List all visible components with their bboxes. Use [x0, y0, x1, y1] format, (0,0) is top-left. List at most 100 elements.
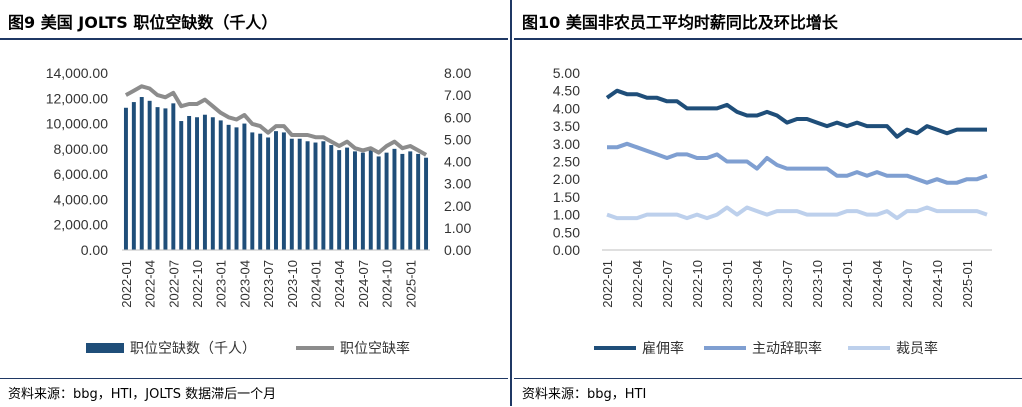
left-chart-title: 图9 美国 JOLTS 职位空缺数（千人）: [8, 13, 278, 32]
x-tick-label: 2024-10: [380, 260, 395, 308]
y-tick-label: 2.50: [553, 154, 580, 170]
x-tick-label: 2024-01: [308, 260, 323, 308]
y-tick-label: 5.00: [553, 65, 580, 81]
bar: [281, 132, 286, 250]
y-left-tick-label: 14,000.00: [46, 65, 108, 81]
y-left-tick-label: 4,000.00: [54, 191, 109, 207]
bar: [242, 123, 247, 250]
employment-rate-line: [605, 88, 987, 139]
bar: [266, 137, 271, 250]
bar: [384, 152, 389, 250]
right-panel: 图10 美国非农员工平均时薪同比及环比增长 0.00 0.50 1.00 1.50 2.…: [514, 0, 1022, 406]
bar: [408, 151, 413, 250]
y-tick-label: 3.00: [553, 136, 580, 152]
bar: [226, 124, 231, 250]
bar: [218, 120, 223, 251]
bar: [250, 132, 255, 250]
layoffs-rate-line: [606, 205, 988, 221]
y-right-tick-label: 3.00: [444, 176, 471, 192]
bar: [392, 148, 397, 250]
x-tick-label: 2024-04: [332, 260, 347, 308]
quits-rate-line: [607, 141, 988, 185]
legend-label: 雇佣率: [642, 340, 684, 356]
left-source-note: 资料来源：bbg，HTI，JOLTS 数据滞后一个月: [8, 387, 277, 402]
y-right-tick-label: 1.00: [444, 220, 471, 236]
x-tick-label: 2023-04: [750, 260, 765, 308]
x-tick-label: 2022-01: [600, 260, 615, 308]
x-tick-label: 2022-04: [143, 260, 158, 308]
x-tick-label: 2024-07: [356, 260, 371, 308]
bar: [416, 153, 421, 250]
panel-divider: [510, 0, 512, 406]
bar: [234, 127, 239, 250]
x-tick-label: 2022-01: [119, 260, 134, 308]
bar: [297, 138, 302, 250]
jolts-openings-chart: 0.00 2,000.00 4,000.00 6,000.00 8,000.00 10,0…: [46, 65, 472, 356]
bar: [313, 142, 318, 250]
x-tick-label: 2024-10: [930, 260, 945, 308]
x-tick-label: 2025-01: [403, 260, 418, 308]
y-tick-label: 4.00: [553, 100, 580, 116]
y-tick-label: 2.00: [553, 171, 580, 187]
bar: [171, 103, 176, 250]
bar: [147, 100, 152, 250]
x-tick-label: 2022-07: [166, 260, 181, 308]
bar: [305, 141, 310, 250]
y-left-tick-label: 2,000.00: [54, 217, 109, 233]
legend-bar-swatch: [86, 343, 124, 353]
y-right-tick-label: 8.00: [444, 65, 471, 81]
x-tick-label: 2024-01: [840, 260, 855, 308]
y-left-tick-label: 0.00: [81, 242, 108, 258]
y-right-tick-label: 2.00: [444, 198, 471, 214]
bar: [321, 141, 326, 250]
y-tick-label: 3.50: [553, 118, 580, 134]
x-tick-label: 2022-07: [660, 260, 675, 308]
left-title-bar: 图9 美国 JOLTS 职位空缺数（千人）: [0, 0, 508, 40]
bar: [210, 117, 215, 250]
y-left-tick-label: 6,000.00: [54, 166, 109, 182]
x-tick-label: 2023-10: [810, 260, 825, 308]
y-right-tick-label: 4.00: [444, 154, 471, 170]
bar: [329, 145, 334, 250]
legend-label: 职位空缺数（千人）: [130, 340, 256, 356]
x-tick-label: 2022-10: [690, 260, 705, 308]
bar: [424, 157, 429, 250]
x-tick-label: 2022-04: [630, 260, 645, 308]
x-tick-label: 2023-10: [285, 260, 300, 308]
x-tick-label: 2023-01: [214, 260, 229, 308]
y-left-tick-label: 12,000.00: [46, 90, 108, 106]
bar: [353, 151, 357, 250]
x-tick-label: 2024-04: [870, 260, 885, 308]
legend-label: 裁员率: [896, 340, 938, 356]
y-tick-label: 4.50: [553, 83, 580, 99]
y-tick-label: 1.00: [553, 207, 580, 223]
x-tick-label: 2023-07: [780, 260, 795, 308]
y-right-tick-label: 0.00: [444, 242, 471, 258]
bar: [345, 147, 350, 250]
x-tick-label: 2023-07: [261, 260, 276, 308]
bar: [179, 121, 184, 251]
y-tick-label: 1.50: [553, 189, 580, 205]
y-right-tick-label: 7.00: [444, 87, 471, 103]
bar: [131, 102, 136, 250]
legend-label: 职位空缺率: [340, 340, 410, 356]
x-tick-label: 2023-04: [237, 260, 252, 308]
y-right-tick-label: 6.00: [444, 109, 471, 125]
right-title-bar: 图10 美国非农员工平均时薪同比及环比增长: [514, 0, 1022, 40]
bar: [195, 117, 199, 250]
y-right-tick-label: 5.00: [444, 131, 471, 147]
bar: [202, 114, 207, 250]
bar: [163, 108, 168, 251]
bar: [139, 97, 144, 250]
x-tick-label: 2023-01: [720, 260, 735, 308]
x-tick-label: 2024-07: [900, 260, 915, 308]
bar: [155, 107, 160, 250]
y-tick-label: 0.50: [553, 224, 580, 240]
left-source-bar: 资料来源：bbg，HTI，JOLTS 数据滞后一个月: [0, 378, 508, 407]
y-tick-label: 0.00: [553, 242, 580, 258]
bar: [337, 150, 342, 250]
x-tick-label: 2022-10: [190, 260, 205, 308]
jolts-rates-chart: 0.00 0.501.00 1.50 2.002.50 3.00 3.50 4.004.50…: [553, 65, 992, 356]
x-tick-label: 2025-01: [960, 260, 975, 308]
bar: [123, 107, 128, 251]
